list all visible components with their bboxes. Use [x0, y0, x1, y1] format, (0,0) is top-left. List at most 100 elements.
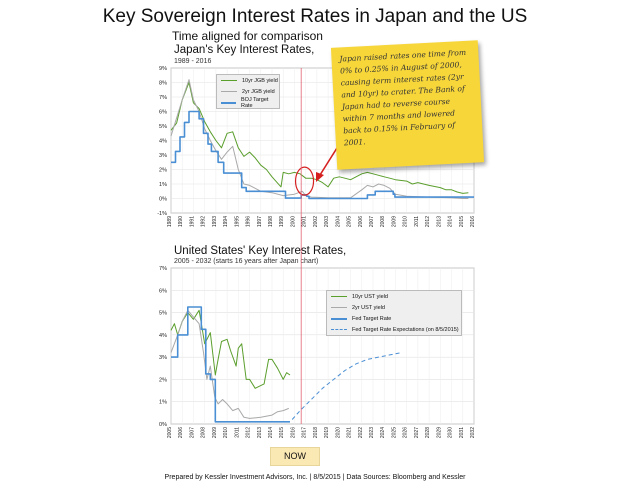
japan-x-tick-label: 2005 [347, 216, 353, 227]
legend-swatch [331, 317, 347, 320]
japan-x-tick-label: 2010 [403, 216, 409, 227]
us-x-tick-label: 2007 [189, 427, 195, 438]
japan-y-tick-label: 7% [159, 95, 167, 101]
us-y-tick-label: 3% [159, 355, 167, 361]
japan-x-tick-label: 2009 [391, 216, 397, 227]
japan-y-tick-label: 5% [159, 124, 167, 130]
japan-y-tick-label: 3% [159, 153, 167, 159]
legend-label: BOJ Target Rate [241, 96, 269, 109]
annotation-sticky-note: Japan raised rates one time from 0% to 0… [330, 40, 485, 170]
japan-y-tick-label: 8% [159, 81, 167, 87]
legend-entry: Fed Target Rate Expectations (on 8/5/201… [327, 324, 461, 335]
legend-swatch [331, 296, 347, 297]
us-x-tick-label: 2011 [234, 427, 240, 438]
us-y-tick-label: 7% [159, 266, 167, 272]
us-x-tick-label: 2018 [313, 427, 319, 438]
us-y-tick-label: 6% [159, 288, 167, 294]
japan-series-10yr-jgb-yield [170, 82, 469, 194]
legend-swatch [221, 80, 237, 81]
us-x-tick-label: 2016 [290, 427, 296, 438]
japan-x-tick-label: 1999 [279, 216, 285, 227]
japan-legend: 10yr JGB yield 2yr JGB yield BOJ Target Ra… [216, 74, 280, 109]
page-title: Key Sovereign Interest Rates in Japan an… [102, 6, 528, 27]
japan-chart-title: Japan's Key Interest Rates, [174, 44, 315, 56]
legend-swatch [221, 101, 236, 104]
legend-swatch [331, 329, 347, 330]
us-legend: 10yr UST yield 2yr UST yield Fed Target Ra… [326, 290, 462, 336]
us-y-tick-label: 4% [159, 333, 167, 339]
japan-x-tick-label: 1997 [257, 216, 263, 227]
us-x-tick-label: 2005 [167, 427, 173, 438]
japan-x-tick-label: 1998 [268, 216, 274, 227]
japan-x-tick-label: 2011 [414, 216, 420, 227]
us-x-tick-label: 2022 [358, 427, 364, 438]
us-x-tick-label: 2012 [246, 427, 252, 438]
us-chart-title: United States' Key Interest Rates, [174, 245, 347, 257]
legend-label: 2yr JGB yield [242, 88, 275, 95]
japan-x-tick-label: 2013 [436, 216, 442, 227]
us-x-tick-label: 2013 [257, 427, 263, 438]
us-series-2yr-ust-yield [170, 309, 289, 419]
legend-label: Fed Target Rate [352, 315, 392, 322]
japan-y-tick-label: 9% [159, 66, 167, 72]
us-series-10yr-ust-yield [170, 309, 291, 389]
us-y-tick-label: 2% [159, 377, 167, 383]
legend-entry: 10yr UST yield [327, 291, 461, 302]
us-x-tick-label: 2006 [178, 427, 184, 438]
japan-x-tick-label: 2008 [380, 216, 386, 227]
us-x-tick-label: 2026 [403, 427, 409, 438]
japan-x-tick-label: 1992 [201, 216, 207, 227]
us-x-tick-label: 2010 [223, 427, 229, 438]
us-series-fed-target-rate [171, 306, 290, 423]
legend-label: 2yr UST yield [352, 304, 385, 311]
japan-y-tick-label: 4% [159, 139, 167, 145]
japan-x-tick-label: 1996 [246, 216, 252, 227]
japan-x-tick-label: 1993 [212, 216, 218, 227]
us-x-tick-label: 2027 [414, 427, 420, 438]
us-x-tick-label: 2008 [201, 427, 207, 438]
legend-swatch [331, 307, 347, 308]
legend-entry: BOJ Target Rate [217, 96, 279, 109]
us-x-tick-label: 2014 [268, 427, 274, 438]
japan-x-tick-label: 1989 [167, 216, 173, 227]
japan-y-tick-label: 0% [159, 197, 167, 203]
japan-x-tick-label: 1995 [234, 216, 240, 227]
us-chart-subtitle: 2005 - 2032 (starts 16 years after Japan… [174, 258, 319, 265]
us-x-tick-label: 2009 [212, 427, 218, 438]
legend-entry: Fed Target Rate [327, 313, 461, 324]
us-y-tick-label: 0% [159, 422, 167, 428]
japan-y-tick-label: -1% [157, 211, 167, 217]
japan-x-tick-label: 2004 [335, 216, 341, 227]
us-x-tick-label: 2021 [347, 427, 353, 438]
legend-entry: 2yr JGB yield [217, 86, 279, 97]
japan-x-tick-label: 2007 [369, 216, 375, 227]
legend-label: 10yr UST yield [352, 293, 388, 300]
us-x-tick-label: 2028 [425, 427, 431, 438]
annotation-arrow-head [316, 172, 324, 182]
legend-swatch [221, 91, 237, 92]
legend-entry: 10yr JGB yield [217, 75, 279, 86]
us-x-tick-label: 2032 [470, 427, 476, 438]
legend-label: Fed Target Rate Expectations (on 8/5/201… [352, 326, 459, 333]
japan-x-tick-label: 1990 [178, 216, 184, 227]
us-y-tick-label: 5% [159, 311, 167, 317]
japan-x-tick-label: 1994 [223, 216, 229, 227]
us-x-tick-label: 2017 [302, 427, 308, 438]
japan-x-tick-label: 2001 [302, 216, 308, 227]
us-x-tick-label: 2015 [279, 427, 285, 438]
japan-x-tick-label: 2016 [470, 216, 476, 227]
us-y-tick-label: 1% [159, 400, 167, 406]
now-label: NOW [270, 447, 320, 466]
us-x-tick-label: 2019 [324, 427, 330, 438]
us-x-tick-label: 2023 [369, 427, 375, 438]
japan-x-tick-label: 1991 [189, 216, 195, 227]
japan-x-tick-label: 2002 [313, 216, 319, 227]
japan-x-tick-label: 2000 [290, 216, 296, 227]
us-series-fed-target-rate-expectations-on-8-5-2015- [291, 352, 402, 420]
japan-x-tick-label: 2003 [324, 216, 330, 227]
page-subtitle: Time aligned for comparison [172, 29, 323, 43]
japan-x-tick-label: 2012 [425, 216, 431, 227]
us-x-tick-label: 2029 [436, 427, 442, 438]
japan-highlight-circle [294, 166, 315, 196]
